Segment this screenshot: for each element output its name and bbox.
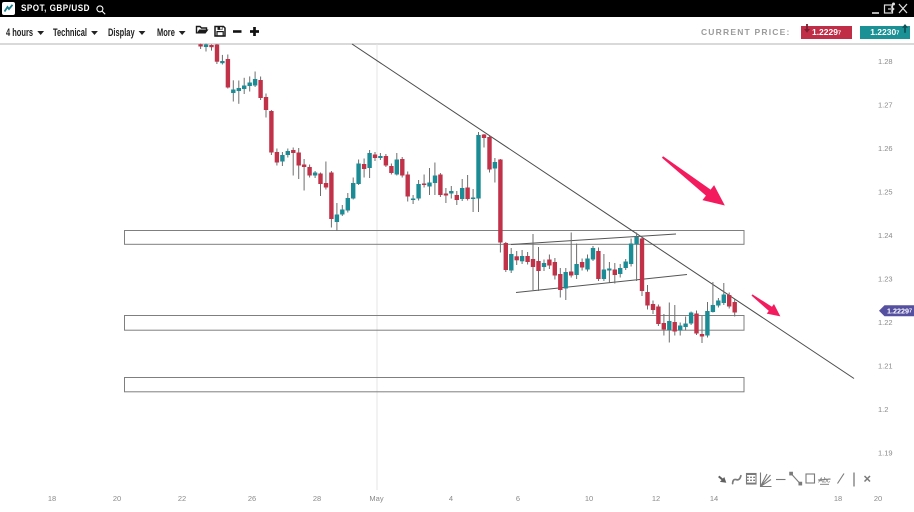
svg-text:1.24: 1.24: [878, 231, 893, 240]
svg-text:18: 18: [48, 494, 56, 503]
svg-text:20: 20: [874, 494, 882, 503]
svg-text:26: 26: [248, 494, 256, 503]
svg-text:Abc: Abc: [818, 478, 832, 485]
svg-text:1.28: 1.28: [878, 57, 893, 66]
svg-text:1.22: 1.22: [878, 318, 893, 327]
svg-text:1.21: 1.21: [878, 362, 893, 371]
svg-text:May: May: [369, 494, 383, 503]
svg-text:1.19: 1.19: [878, 449, 893, 458]
svg-text:1.2: 1.2: [878, 405, 888, 414]
svg-text:10: 10: [585, 494, 593, 503]
svg-text:4: 4: [449, 494, 453, 503]
svg-text:1.27: 1.27: [878, 101, 893, 110]
svg-text:6: 6: [516, 494, 520, 503]
svg-text:18: 18: [834, 494, 842, 503]
svg-text:12: 12: [652, 494, 660, 503]
svg-text:1.26: 1.26: [878, 144, 893, 153]
svg-text:1.23: 1.23: [878, 275, 893, 284]
svg-text:28: 28: [313, 494, 321, 503]
svg-text:22: 22: [178, 494, 186, 503]
svg-text:1.22297: 1.22297: [887, 307, 912, 316]
svg-text:20: 20: [113, 494, 121, 503]
svg-text:14: 14: [710, 494, 718, 503]
svg-text:1.25: 1.25: [878, 188, 893, 197]
